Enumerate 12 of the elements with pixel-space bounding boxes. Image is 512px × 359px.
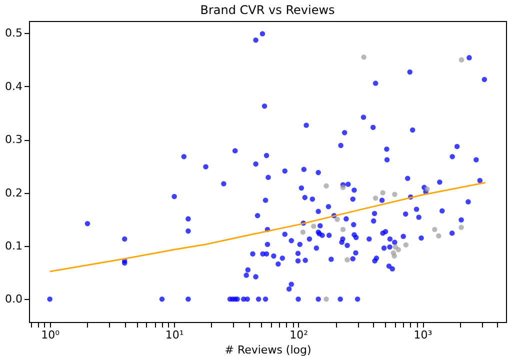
y-tick-label: 0.0 <box>5 292 22 306</box>
y-tick-label: 0.5 <box>5 26 22 40</box>
x-tick-label: 10³ <box>414 328 432 342</box>
x-tick-label: 10¹ <box>165 328 184 342</box>
y-tick-label: 0.4 <box>5 80 22 93</box>
y-tick-label: 0.3 <box>5 133 22 146</box>
y-tick-label: 0.2 <box>5 186 22 200</box>
x-axis-title: # Reviews (log) <box>224 344 312 356</box>
chart-title: Brand CVR vs Reviews <box>200 3 335 17</box>
x-tick-label: 10⁰ <box>41 328 60 342</box>
x-tick-label: 10² <box>290 328 308 342</box>
y-tick-label: 0.1 <box>5 239 22 252</box>
